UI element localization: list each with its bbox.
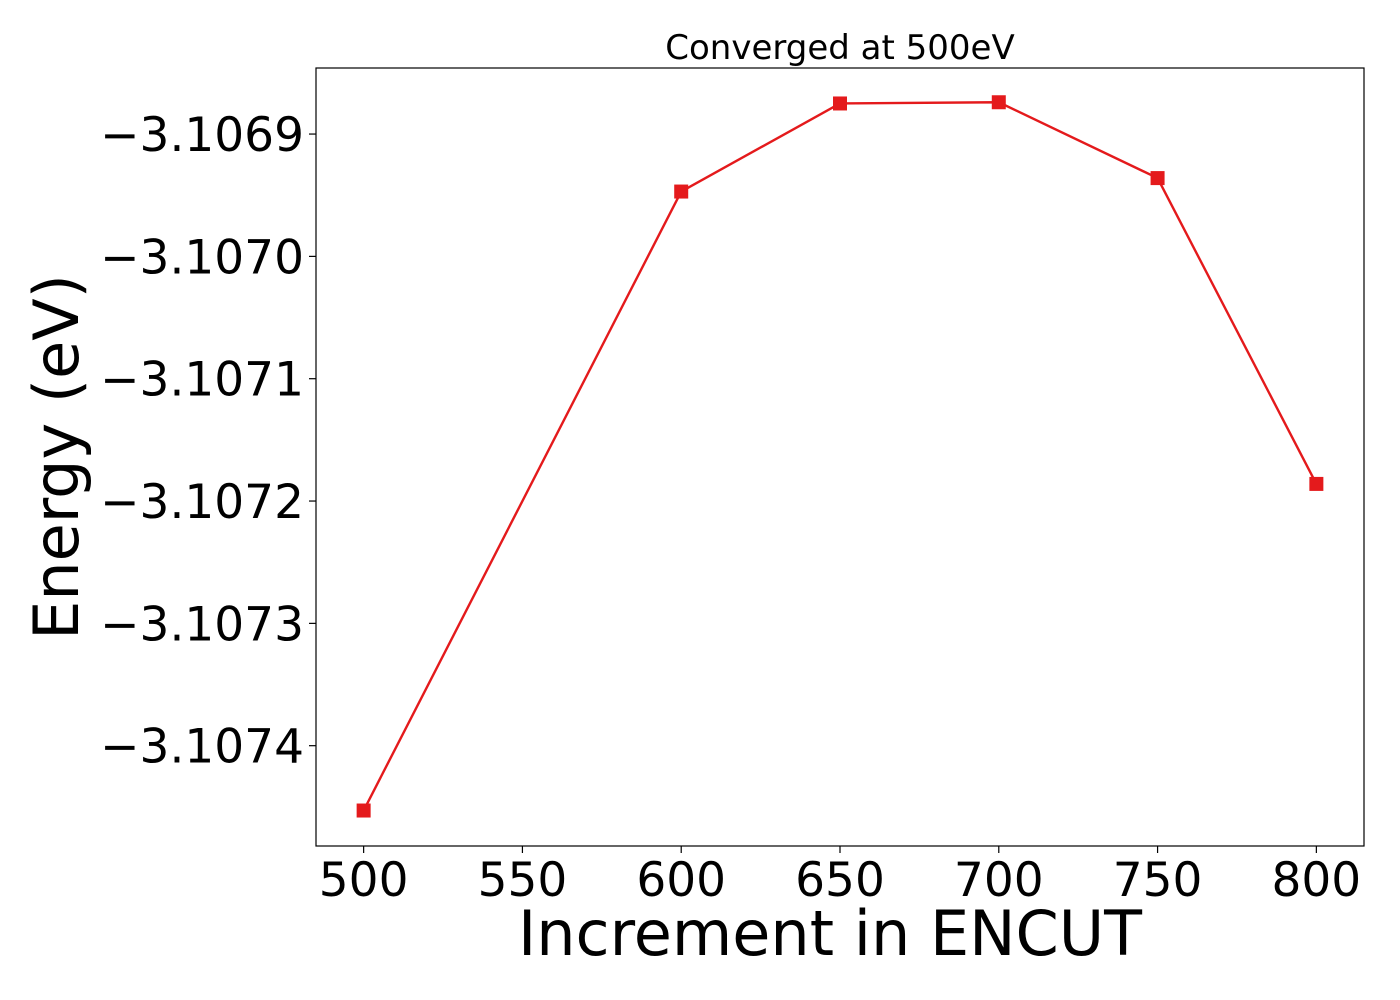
y-tick-label: −3.1072 bbox=[100, 475, 304, 530]
y-tick-label: −3.1073 bbox=[100, 597, 304, 652]
chart-title: Converged at 500eV bbox=[665, 28, 1014, 68]
y-axis-ticks: −3.1069 −3.1070 −3.1071 −3.1072 −3.1073 −3.10… bbox=[100, 108, 316, 775]
series-layer bbox=[356, 95, 1324, 818]
y-tick-label: −3.1069 bbox=[100, 108, 304, 163]
data-point-marker bbox=[833, 96, 847, 111]
data-point-marker bbox=[1309, 476, 1324, 491]
data-point-marker bbox=[1150, 171, 1165, 186]
x-tick-label: 750 bbox=[1113, 853, 1203, 908]
y-tick-label: −3.1070 bbox=[100, 230, 304, 285]
x-tick-label: 650 bbox=[795, 853, 885, 908]
x-tick-label: 700 bbox=[954, 853, 1044, 908]
x-tick-label: 800 bbox=[1272, 853, 1362, 908]
y-tick-label: −3.1071 bbox=[100, 353, 304, 408]
y-tick-label: −3.1074 bbox=[100, 720, 304, 775]
data-point-marker bbox=[674, 184, 689, 199]
data-point-marker bbox=[356, 803, 371, 818]
x-axis-ticks: 500 550 600 650 700 750 800 bbox=[319, 846, 1361, 908]
data-point-marker bbox=[991, 95, 1006, 110]
x-axis-title: Increment in ENCUT bbox=[518, 897, 1143, 970]
series-line bbox=[362, 101, 1318, 812]
x-tick-label: 550 bbox=[478, 853, 568, 908]
x-tick-label: 600 bbox=[636, 853, 726, 908]
x-tick-label: 500 bbox=[319, 853, 409, 908]
y-axis-title: Energy (eV) bbox=[20, 274, 93, 640]
plot-area bbox=[315, 67, 1365, 847]
